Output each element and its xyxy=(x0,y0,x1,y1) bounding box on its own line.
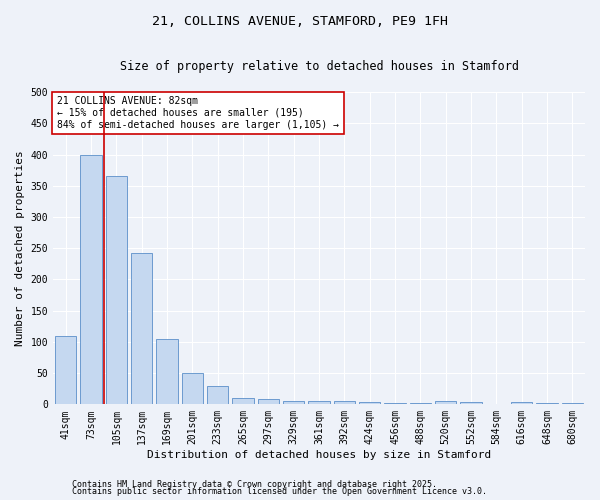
Text: 21, COLLINS AVENUE, STAMFORD, PE9 1FH: 21, COLLINS AVENUE, STAMFORD, PE9 1FH xyxy=(152,15,448,28)
Bar xyxy=(232,398,254,404)
Bar xyxy=(359,402,380,404)
Bar xyxy=(156,339,178,404)
Text: Contains HM Land Registry data © Crown copyright and database right 2025.: Contains HM Land Registry data © Crown c… xyxy=(72,480,437,489)
Bar xyxy=(308,401,330,404)
Bar xyxy=(55,336,76,404)
Bar xyxy=(435,400,457,404)
Bar xyxy=(511,402,532,404)
Bar xyxy=(257,400,279,404)
Bar xyxy=(334,401,355,404)
Bar xyxy=(106,176,127,404)
Text: 21 COLLINS AVENUE: 82sqm
← 15% of detached houses are smaller (195)
84% of semi-: 21 COLLINS AVENUE: 82sqm ← 15% of detach… xyxy=(57,96,339,130)
Title: Size of property relative to detached houses in Stamford: Size of property relative to detached ho… xyxy=(119,60,518,73)
Bar xyxy=(410,403,431,404)
Bar xyxy=(207,386,229,404)
Bar xyxy=(131,254,152,404)
Bar xyxy=(283,401,304,404)
Text: Contains public sector information licensed under the Open Government Licence v3: Contains public sector information licen… xyxy=(72,487,487,496)
Bar xyxy=(460,402,482,404)
Bar xyxy=(536,403,558,404)
Bar xyxy=(182,373,203,404)
Bar xyxy=(80,154,102,404)
Y-axis label: Number of detached properties: Number of detached properties xyxy=(15,150,25,346)
X-axis label: Distribution of detached houses by size in Stamford: Distribution of detached houses by size … xyxy=(147,450,491,460)
Bar xyxy=(384,403,406,404)
Bar xyxy=(562,403,583,404)
